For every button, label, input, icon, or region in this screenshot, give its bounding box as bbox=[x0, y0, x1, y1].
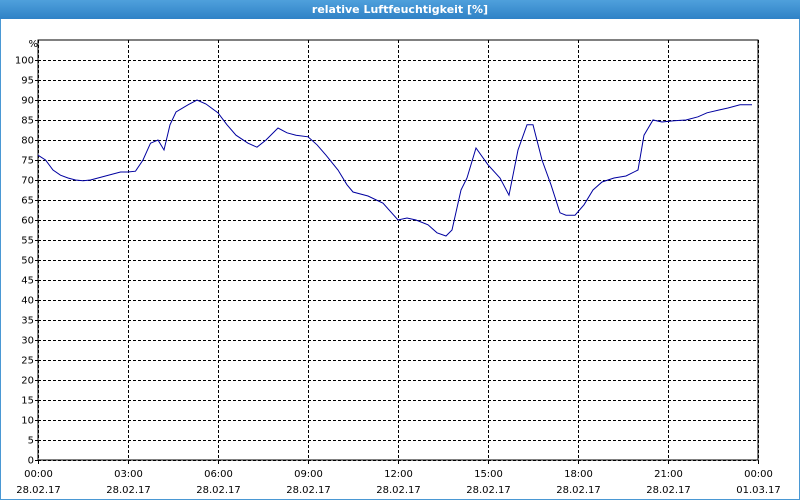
x-tick-label: 09:00 bbox=[294, 469, 323, 480]
y-tick-label: 40 bbox=[21, 296, 34, 307]
y-tick-label: 20 bbox=[21, 376, 34, 387]
y-tick-label: 15 bbox=[21, 396, 34, 407]
title-bar bbox=[0, 0, 800, 19]
x-tick-label: 03:00 bbox=[114, 469, 143, 480]
y-tick-label: 55 bbox=[21, 236, 34, 247]
x-tick-label: 18:00 bbox=[564, 469, 593, 480]
x-tick-label: 00:00 bbox=[744, 469, 773, 480]
y-tick-label: 75 bbox=[21, 156, 34, 167]
y-unit: % bbox=[28, 39, 38, 50]
x-tick-date: 28.02.17 bbox=[16, 485, 61, 496]
y-tick-label: 100 bbox=[15, 56, 34, 67]
x-tick-label: 15:00 bbox=[474, 469, 503, 480]
y-tick-label: 10 bbox=[21, 416, 34, 427]
y-tick-label: 25 bbox=[21, 356, 34, 367]
x-tick-date: 28.02.17 bbox=[646, 485, 691, 496]
x-tick-date: 28.02.17 bbox=[376, 485, 421, 496]
y-tick-label: 35 bbox=[21, 316, 34, 327]
y-tick-label: 50 bbox=[21, 256, 34, 267]
y-tick-label: 95 bbox=[21, 76, 34, 87]
x-tick-date: 28.02.17 bbox=[286, 485, 331, 496]
x-tick-date: 01.03.17 bbox=[736, 485, 781, 496]
chart-title: relative Luftfeuchtigkeit [%] bbox=[312, 3, 488, 16]
x-tick-date: 28.02.17 bbox=[466, 485, 511, 496]
x-tick-date: 28.02.17 bbox=[106, 485, 151, 496]
y-tick-label: 5 bbox=[28, 436, 34, 447]
x-tick-label: 12:00 bbox=[384, 469, 413, 480]
y-tick-label: 85 bbox=[21, 116, 34, 127]
y-tick-label: 0 bbox=[28, 456, 34, 467]
x-tick-date: 28.02.17 bbox=[556, 485, 601, 496]
y-tick-label: 65 bbox=[21, 196, 34, 207]
y-tick-label: 70 bbox=[21, 176, 34, 187]
data-line bbox=[37, 99, 752, 237]
x-tick-label: 06:00 bbox=[204, 469, 233, 480]
y-tick-label: 30 bbox=[21, 336, 34, 347]
x-tick-label: 00:00 bbox=[24, 469, 53, 480]
x-tick-date: 28.02.17 bbox=[196, 485, 241, 496]
y-tick-label: 90 bbox=[21, 96, 34, 107]
y-tick-label: 80 bbox=[21, 136, 34, 147]
x-tick-label: 21:00 bbox=[654, 469, 683, 480]
y-tick-label: 60 bbox=[21, 216, 34, 227]
y-tick-label: 45 bbox=[21, 276, 34, 287]
